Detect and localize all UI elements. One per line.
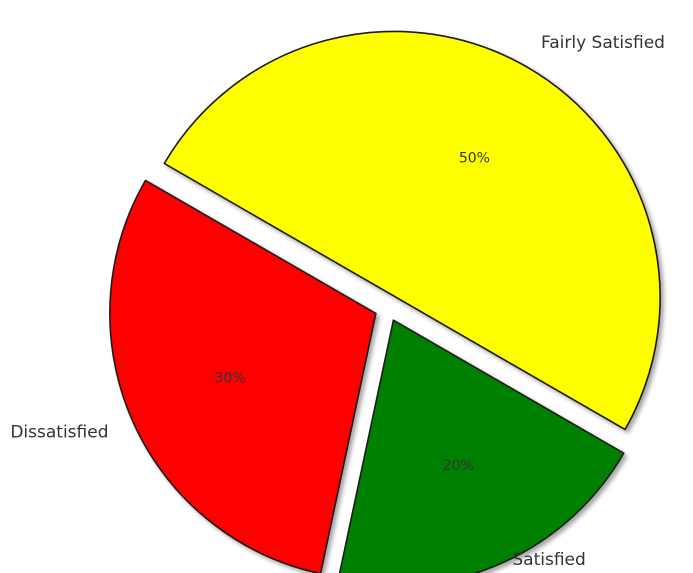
- pie-category-labels: Fairly Satisfied Dissatisfied Satisfied: [10, 33, 665, 570]
- pie-percent-labels: 50% 30% 20%: [214, 150, 490, 474]
- pie-pct-label-fairly-satisfied: 50%: [459, 150, 490, 166]
- pie-pct-label-dissatisfied: 30%: [214, 370, 245, 386]
- pie-label-fairly-satisfied: Fairly Satisfied: [541, 33, 665, 53]
- pie-pct-label-satisfied: 20%: [443, 458, 474, 474]
- pie-slice-satisfied: [338, 319, 625, 573]
- pie-slice-dissatisfied: [109, 179, 377, 573]
- pie-slices: [109, 30, 661, 573]
- pie-label-satisfied: Satisfied: [512, 550, 585, 570]
- pie-label-dissatisfied: Dissatisfied: [10, 422, 108, 442]
- pie-slice-fairly-satisfied: [163, 30, 661, 431]
